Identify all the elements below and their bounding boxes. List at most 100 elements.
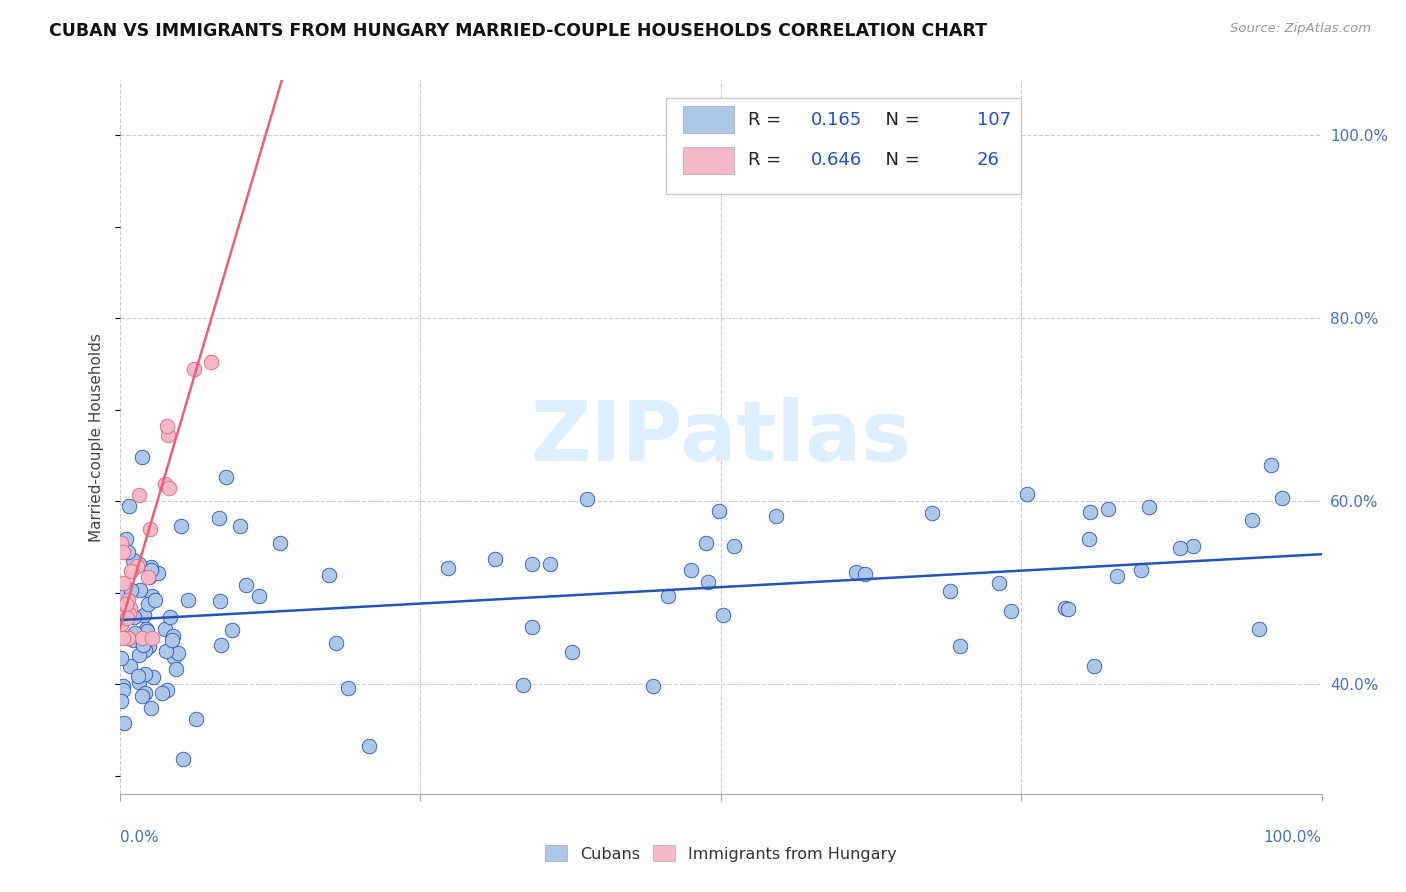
- Point: [215, 469, 238, 483]
- Point: [1107, 569, 1129, 583]
- Point: [132, 638, 155, 652]
- Point: [184, 712, 207, 726]
- Point: [657, 589, 679, 603]
- Point: [142, 669, 165, 683]
- Point: [723, 539, 745, 553]
- Point: [111, 591, 134, 605]
- Point: [269, 535, 291, 549]
- Point: [134, 686, 156, 700]
- Point: [141, 589, 163, 603]
- Text: N =: N =: [875, 111, 927, 128]
- Point: [121, 633, 143, 648]
- Point: [229, 519, 252, 533]
- Point: [143, 593, 166, 607]
- Point: [156, 682, 179, 697]
- Point: [247, 590, 270, 604]
- Point: [159, 610, 181, 624]
- Point: [141, 632, 163, 646]
- Point: [336, 681, 359, 696]
- Text: R =: R =: [748, 111, 787, 128]
- Point: [853, 567, 876, 582]
- Point: [1053, 601, 1076, 615]
- Point: [128, 557, 150, 571]
- Point: [1078, 533, 1101, 547]
- Point: [1057, 602, 1080, 616]
- Point: [177, 593, 200, 607]
- Text: N =: N =: [875, 152, 927, 169]
- Point: [117, 545, 139, 559]
- Point: [484, 552, 506, 566]
- Point: [1137, 500, 1160, 515]
- Point: [128, 675, 150, 690]
- Point: [139, 563, 162, 577]
- Point: [1000, 604, 1022, 618]
- Point: [208, 510, 231, 524]
- Point: [221, 623, 243, 637]
- Point: [132, 607, 155, 622]
- Text: ZIPatlas: ZIPatlas: [530, 397, 911, 477]
- Point: [167, 646, 190, 660]
- Point: [711, 607, 734, 622]
- Point: [111, 683, 134, 698]
- Point: [153, 623, 176, 637]
- Point: [200, 355, 222, 369]
- Point: [1260, 458, 1282, 472]
- Point: [139, 701, 162, 715]
- FancyBboxPatch shape: [666, 98, 1021, 194]
- Point: [1271, 491, 1294, 505]
- Point: [697, 574, 720, 589]
- Legend: Cubans, Immigrants from Hungary: Cubans, Immigrants from Hungary: [538, 839, 903, 868]
- Point: [131, 689, 153, 703]
- Point: [122, 610, 145, 624]
- Text: 107: 107: [977, 111, 1011, 128]
- Point: [127, 669, 149, 683]
- Point: [845, 565, 868, 579]
- Point: [1097, 502, 1119, 516]
- Point: [707, 503, 730, 517]
- Point: [1015, 486, 1038, 500]
- Y-axis label: Married-couple Households: Married-couple Households: [89, 333, 104, 541]
- Point: [1247, 623, 1270, 637]
- Point: [131, 635, 153, 649]
- Point: [136, 569, 159, 583]
- Point: [135, 622, 157, 636]
- Point: [522, 558, 544, 572]
- Point: [117, 632, 139, 646]
- Point: [155, 644, 177, 658]
- Point: [138, 570, 160, 584]
- Point: [111, 632, 134, 646]
- Point: [128, 487, 150, 501]
- Point: [124, 626, 146, 640]
- Text: CUBAN VS IMMIGRANTS FROM HUNGARY MARRIED-COUPLE HOUSEHOLDS CORRELATION CHART: CUBAN VS IMMIGRANTS FROM HUNGARY MARRIED…: [49, 22, 987, 40]
- Point: [939, 584, 962, 599]
- Point: [118, 601, 141, 615]
- Point: [437, 561, 460, 575]
- Point: [150, 686, 173, 700]
- Point: [235, 577, 257, 591]
- Point: [987, 576, 1010, 591]
- Point: [117, 632, 139, 646]
- Point: [1168, 541, 1191, 555]
- Point: [538, 557, 561, 571]
- Point: [112, 545, 135, 559]
- Point: [138, 639, 160, 653]
- Point: [162, 629, 184, 643]
- Point: [153, 477, 176, 491]
- Point: [170, 518, 193, 533]
- Point: [921, 506, 943, 520]
- Point: [765, 509, 787, 524]
- Point: [522, 619, 544, 633]
- Point: [122, 553, 145, 567]
- Point: [948, 639, 970, 653]
- Point: [146, 566, 169, 580]
- Point: [643, 679, 665, 693]
- Point: [318, 568, 340, 582]
- Point: [117, 593, 139, 607]
- Point: [111, 679, 134, 693]
- Point: [561, 645, 583, 659]
- Point: [1083, 658, 1105, 673]
- Point: [1078, 505, 1101, 519]
- Text: 100.0%: 100.0%: [1264, 830, 1322, 846]
- Point: [118, 658, 141, 673]
- Text: 0.165: 0.165: [811, 111, 862, 128]
